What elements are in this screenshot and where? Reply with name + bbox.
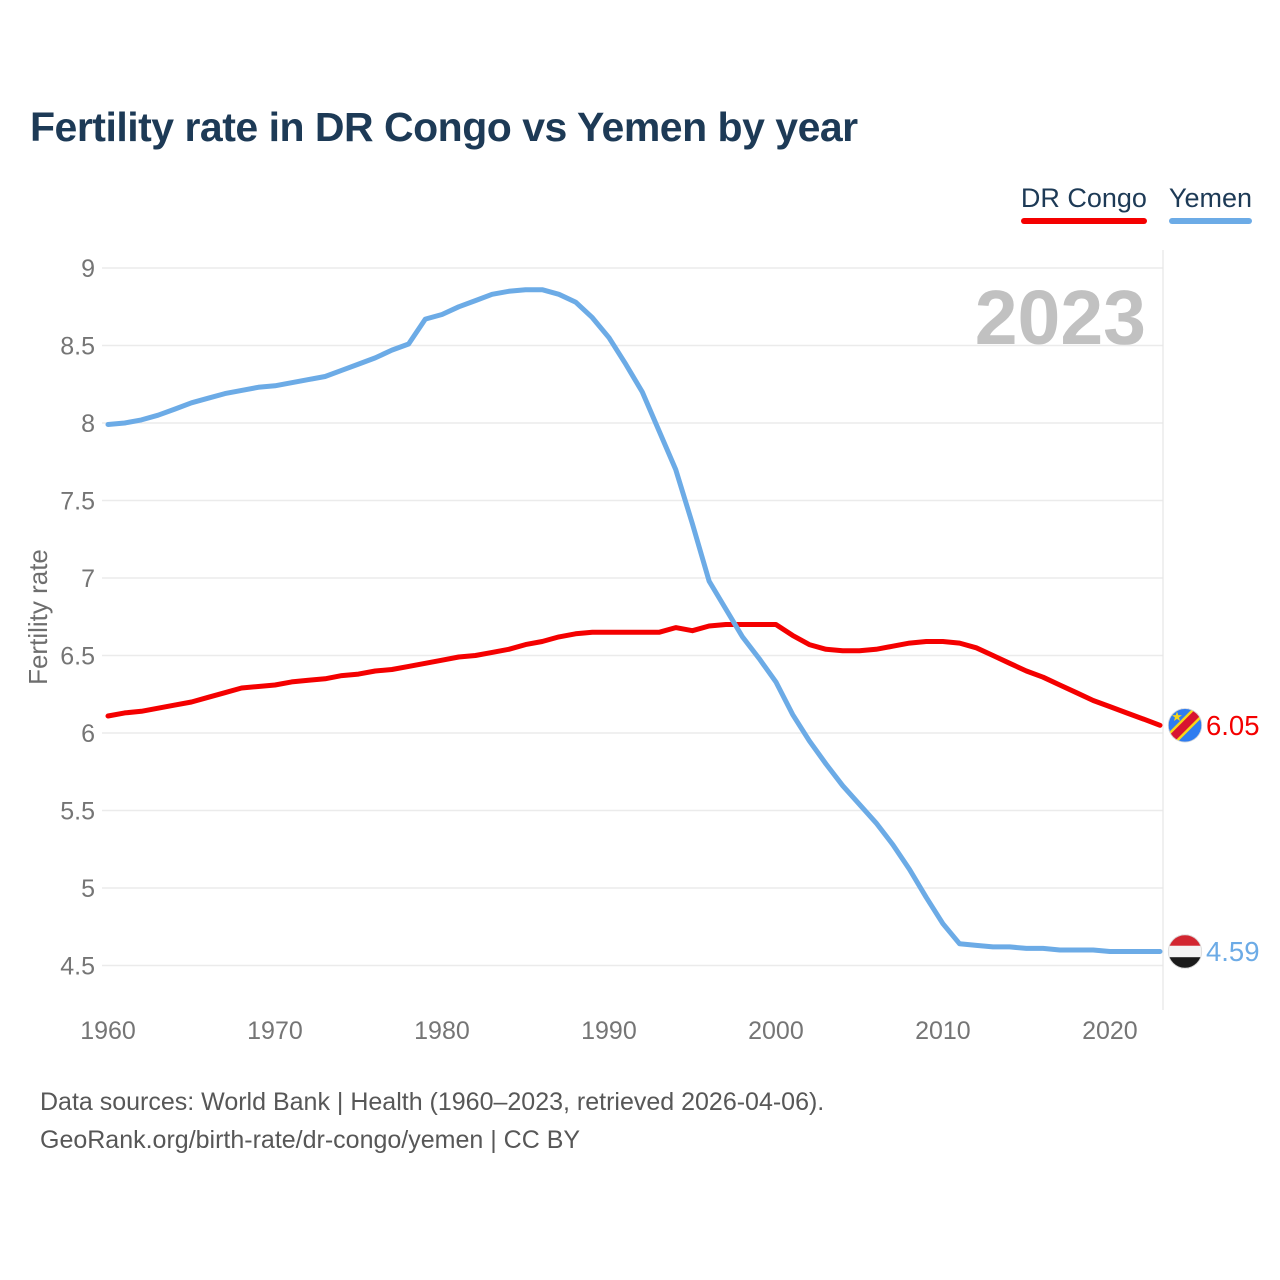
y-tick-label: 7	[81, 565, 95, 593]
y-tick-label: 6.5	[60, 643, 95, 671]
legend: DR Congo Yemen	[1020, 183, 1252, 224]
footer-attribution-line: GeoRank.org/birth-rate/dr-congo/yemen | …	[40, 1125, 581, 1154]
y-tick-label: 7.5	[60, 488, 95, 516]
dr-congo-flag-icon	[1167, 708, 1203, 743]
legend-item-dr-congo[interactable]: DR Congo	[1020, 183, 1147, 224]
x-tick-label: 1960	[80, 1017, 136, 1045]
legend-label-dr-congo: DR Congo	[1020, 183, 1147, 213]
y-tick-label: 5.5	[60, 798, 95, 826]
page-title: Fertility rate in DR Congo vs Yemen by y…	[30, 104, 858, 150]
y-tick-label: 8.5	[60, 333, 95, 361]
x-tick-label: 2010	[915, 1017, 971, 1045]
y-tick-label: 4.5	[60, 953, 95, 981]
watermark-year: 2023	[975, 275, 1146, 361]
yemen-end-value: 4.59	[1206, 936, 1260, 967]
x-tick-label: 1990	[581, 1017, 637, 1045]
yemen-flag-icon	[1167, 934, 1203, 969]
legend-label-yemen: Yemen	[1168, 183, 1252, 213]
y-axis-title: Fertility rate	[23, 549, 53, 685]
y-tick-label: 9	[81, 255, 95, 283]
dr-congo-end-value: 6.05	[1206, 710, 1260, 741]
footer: Data sources: World Bank | Health (1960–…	[40, 1084, 824, 1159]
legend-item-yemen[interactable]: Yemen	[1168, 183, 1252, 224]
x-tick-label: 1980	[414, 1017, 470, 1045]
legend-swatch-yemen	[1168, 218, 1252, 224]
y-tick-label: 6	[81, 720, 95, 748]
x-tick-label: 2000	[748, 1017, 804, 1045]
x-tick-label: 2020	[1082, 1017, 1138, 1045]
x-tick-label: 1970	[247, 1017, 303, 1045]
y-tick-label: 8	[81, 410, 95, 438]
yemen-line	[105, 287, 1163, 954]
legend-swatch-dr-congo	[1020, 218, 1147, 224]
footer-sources-line: Data sources: World Bank | Health (1960–…	[40, 1088, 825, 1116]
y-tick-label: 5	[81, 875, 95, 903]
dr-congo-line	[105, 622, 1163, 728]
